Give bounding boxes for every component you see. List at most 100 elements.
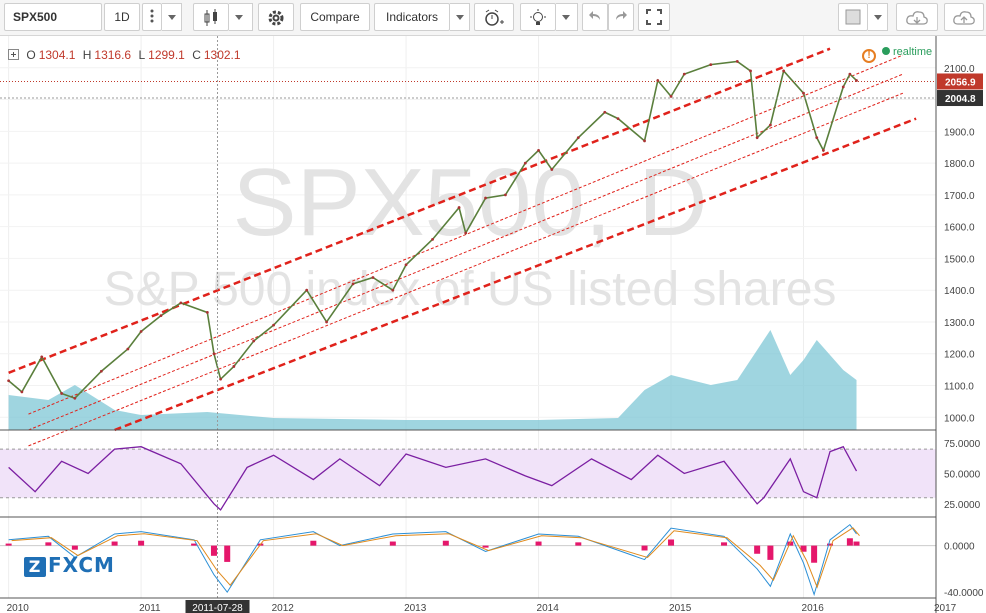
redo-button[interactable] — [608, 3, 634, 31]
price-point — [848, 72, 852, 76]
indicators-dropdown[interactable] — [450, 3, 470, 31]
price-series — [0, 36, 936, 598]
macd-histogram-bar — [811, 545, 818, 563]
macd-histogram-bar — [668, 539, 675, 546]
crosshair-price-label: 2004.8 — [945, 94, 976, 105]
macd-histogram-bar — [210, 545, 217, 556]
chart-style-dropdown[interactable] — [229, 3, 253, 31]
snapshot-button[interactable] — [838, 3, 868, 31]
indicators-button[interactable]: Indicators — [374, 3, 450, 31]
price-point — [60, 392, 64, 395]
high-value: 1316.6 — [94, 48, 132, 62]
price-point — [139, 330, 143, 333]
price-point — [782, 69, 786, 73]
x-tick-label: 2015 — [669, 603, 692, 613]
channel-line — [114, 117, 917, 432]
rsi-tick-label: 50.0000 — [944, 469, 981, 480]
rsi-line — [8, 445, 858, 511]
price-tick-label: 1300.0 — [944, 318, 975, 329]
price-point — [179, 301, 183, 305]
ideas-button[interactable] — [520, 3, 556, 31]
price-tick-label: 1000.0 — [944, 413, 975, 424]
rsi-tick-label: 25.0000 — [944, 500, 981, 511]
price-point — [749, 69, 752, 73]
price-point — [669, 94, 673, 98]
price-tick-label: 1400.0 — [944, 286, 975, 297]
price-point — [709, 63, 713, 66]
compare-button[interactable]: Compare — [300, 3, 370, 31]
price-point — [99, 369, 103, 373]
macd-histogram-bar — [853, 541, 860, 546]
cloud-download-icon — [906, 11, 928, 25]
macd-histogram-bar — [191, 543, 198, 546]
more-options-button[interactable] — [142, 3, 162, 31]
x-tick-label: 2017 — [934, 603, 957, 613]
alert-button[interactable] — [474, 3, 514, 31]
chart-canvas[interactable]: SPX500, D S&P 500 index of US listed sha… — [0, 36, 986, 613]
macd-histogram-bar — [575, 542, 582, 546]
x-tick-label: 2016 — [802, 603, 825, 613]
interval-dropdown[interactable] — [162, 3, 182, 31]
price-point — [643, 139, 646, 143]
price-tick-label: 2100.0 — [944, 64, 975, 75]
undo-button[interactable] — [582, 3, 608, 31]
macd-histogram-bar — [482, 545, 489, 548]
rsi-pane: 25.0000 50.0000 75.0000 — [0, 439, 981, 511]
macd-histogram-bar — [5, 543, 12, 546]
volume-series — [8, 330, 857, 430]
symbol-input[interactable]: SPX500 — [4, 3, 102, 31]
macd-histogram-bar — [641, 545, 648, 551]
price-point — [504, 193, 507, 197]
x-tick-label: 2010 — [7, 603, 30, 613]
price-tick-label: 1600.0 — [944, 223, 975, 234]
cloud-upload-icon — [953, 11, 975, 25]
last-price-badge — [937, 73, 983, 90]
price-point — [464, 231, 468, 235]
broker-logo: Z FXCM — [24, 553, 115, 577]
snapshot-dropdown[interactable] — [868, 3, 888, 31]
price-point — [40, 355, 44, 359]
collapse-legend-icon[interactable] — [8, 49, 19, 60]
price-point — [325, 320, 328, 324]
realtime-indicator: ! realtime — [862, 46, 932, 63]
x-tick-label: 2012 — [272, 603, 295, 613]
macd-histogram-bar — [111, 541, 118, 546]
price-point — [232, 365, 236, 368]
price-point — [768, 123, 772, 127]
macd-line — [8, 523, 857, 597]
price-tick-label: 1100.0 — [944, 382, 974, 393]
price-tick-label: 1800.0 — [944, 159, 975, 170]
price-point — [841, 85, 845, 89]
macd-histogram-bar — [224, 545, 231, 562]
macd-pane: -40.0000 0.0000 — [0, 523, 984, 599]
macd-histogram-bar — [389, 541, 396, 546]
fullscreen-button[interactable] — [638, 3, 670, 31]
price-point — [351, 282, 355, 286]
open-label: O — [26, 48, 36, 62]
axes: 2010 2011 2012 2013 2014 2015 2016 2017 1000.0 11… — [0, 36, 983, 613]
load-button[interactable] — [896, 3, 938, 31]
interval-button[interactable]: 1D — [104, 3, 140, 31]
ideas-dropdown[interactable] — [556, 3, 578, 31]
dots-icon — [150, 9, 154, 23]
price-point — [371, 276, 375, 279]
macd-histogram-bar — [442, 540, 449, 546]
macd-histogram-bar — [827, 543, 834, 546]
price-point — [682, 72, 686, 76]
logo-text: FXCM — [48, 553, 115, 577]
warning-icon[interactable]: ! — [862, 49, 876, 63]
price-point — [159, 314, 163, 318]
x-tick-label: 2013 — [404, 603, 427, 613]
channel-line — [28, 92, 904, 447]
price-point — [457, 206, 461, 209]
price-point — [484, 196, 487, 200]
price-point — [219, 377, 222, 381]
settings-button[interactable] — [258, 3, 294, 31]
chart-style-button[interactable] — [193, 3, 229, 31]
save-button[interactable] — [944, 3, 984, 31]
low-label: L — [138, 48, 146, 62]
watermark-description: S&P 500 index of US listed shares — [104, 263, 837, 316]
high-label: H — [82, 48, 92, 62]
price-point — [7, 379, 11, 383]
watermark-symbol: SPX500, D — [233, 149, 708, 256]
